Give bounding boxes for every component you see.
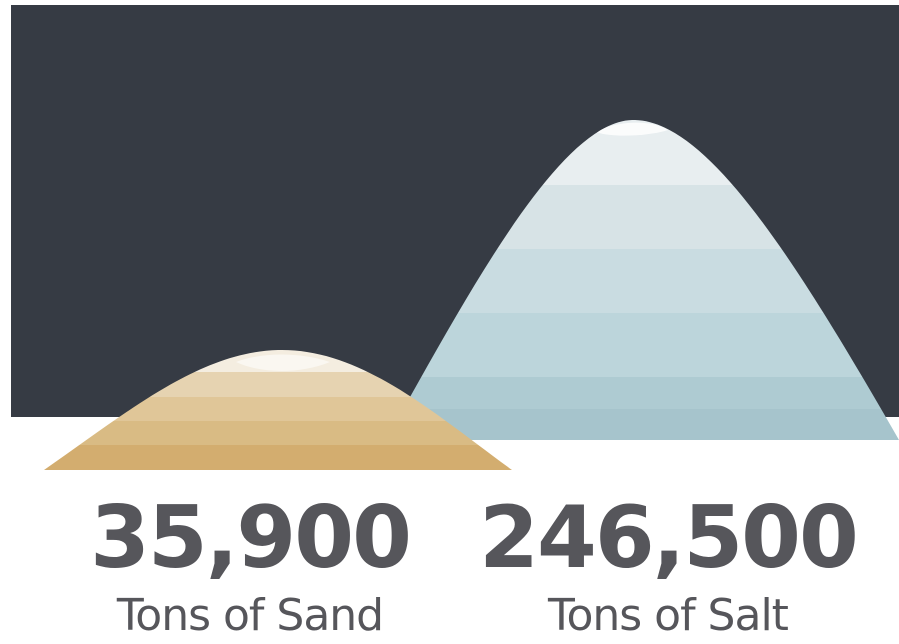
sand-band bbox=[44, 421, 512, 445]
salt-band bbox=[386, 313, 899, 377]
salt-band bbox=[386, 377, 899, 409]
sand-pile-highlight bbox=[236, 354, 330, 371]
salt-pile-highlight bbox=[596, 122, 668, 136]
salt-tons-label: Tons of Salt bbox=[548, 590, 789, 641]
sand-tons-value: 35,900 bbox=[90, 488, 412, 588]
sand-band bbox=[44, 445, 512, 470]
salt-band bbox=[386, 409, 899, 441]
sand-tons-label: Tons of Sand bbox=[116, 590, 384, 641]
salt-tons-value: 246,500 bbox=[479, 488, 859, 588]
piles-illustration bbox=[11, 5, 899, 470]
